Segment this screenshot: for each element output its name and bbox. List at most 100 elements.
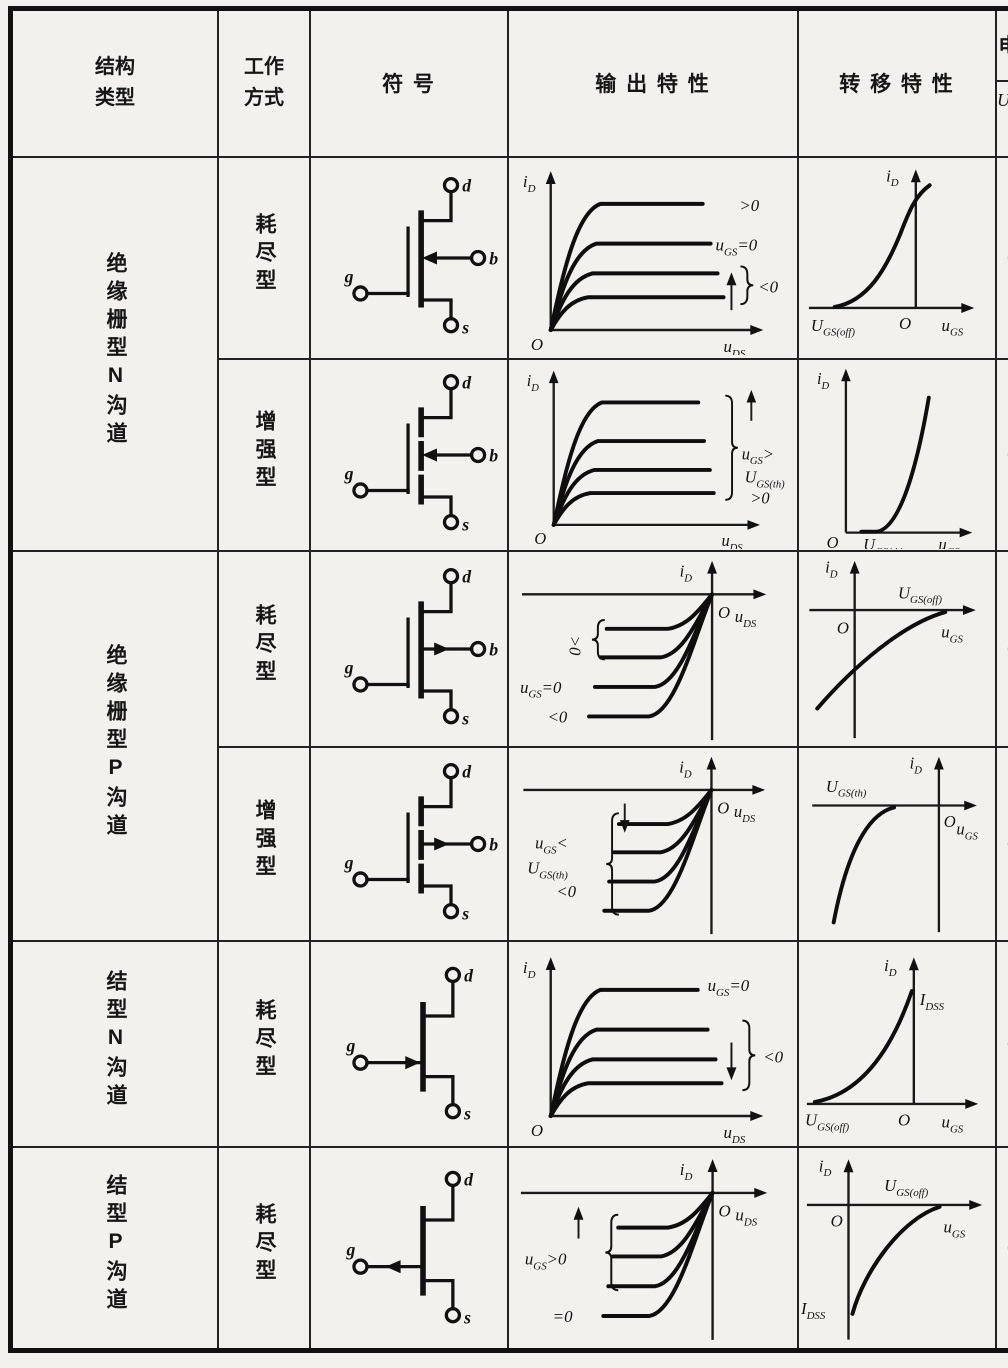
- transfer-chart-cell: iD IDSS UGS(off) O uGS: [798, 941, 996, 1147]
- mode-cell: 增强型: [218, 747, 310, 941]
- curve-label-lt0: <0: [758, 277, 778, 296]
- header-structure: 结构类型: [11, 9, 219, 157]
- x-intercept-label: UGS(th): [863, 534, 904, 548]
- output-chart-cell: iD O uDS >0 uGS=0 <0: [508, 157, 798, 359]
- terminal-b-label: b: [489, 834, 498, 854]
- x-intercept-label: UGS(th): [826, 776, 867, 799]
- origin-label: O: [531, 1120, 543, 1139]
- curve-label-ugs-gt: uGS>: [742, 444, 774, 467]
- pjfet-symbol-icon: d g s: [311, 1148, 507, 1348]
- curve-label-gt0: >0: [750, 488, 769, 507]
- header-symbol: 符 号: [310, 9, 508, 157]
- origin-label: O: [899, 313, 911, 332]
- y-axis-label: iD: [527, 371, 540, 394]
- nmos-depletion-symbol-icon: d g b s: [311, 162, 507, 354]
- structure-cell-j-p: 结型P沟道: [11, 1147, 219, 1351]
- x-axis-label: uGS: [944, 1217, 966, 1240]
- curve-label-ugsth: UGS(th): [745, 467, 786, 490]
- terminal-g-label: g: [345, 1035, 355, 1055]
- terminal-d-label: d: [462, 566, 472, 586]
- terminal-s-label: s: [461, 708, 469, 728]
- x-axis-label: uDS: [734, 802, 756, 825]
- mode-cell: 耗尽型: [218, 941, 310, 1147]
- curve-label-ugs0: uGS=0: [708, 975, 750, 998]
- curve-label-ugs0: uGS=0: [716, 235, 758, 258]
- output-chart-cell: iD O uDS uGS=0 <0: [508, 941, 798, 1147]
- terminal-g-label: g: [344, 852, 354, 872]
- pmos-enhancement-symbol-icon: d g b s: [311, 749, 507, 939]
- origin-label: O: [719, 1201, 731, 1220]
- terminal-s-label: s: [461, 514, 469, 534]
- curve-label-lt0: <0: [557, 882, 577, 901]
- symbol-cell: d g b s: [310, 157, 508, 359]
- terminal-g-label: g: [345, 1239, 355, 1259]
- transfer-chart-nmos-depletion: iD UGS(off) O uGS: [799, 161, 995, 355]
- y-intercept-label: IDSS: [800, 1299, 826, 1322]
- curve-label-ugs0: uGS=0: [520, 677, 562, 700]
- terminal-d-label: d: [464, 1169, 474, 1189]
- symbol-cell: d g b s: [310, 747, 508, 941]
- terminal-s-label: s: [461, 903, 469, 923]
- transfer-chart-cell: iD UGS(off) O uGS: [798, 551, 996, 747]
- symbol-cell: d g b s: [310, 551, 508, 747]
- x-axis-label: uGS: [941, 622, 963, 645]
- terminal-b-label: b: [489, 248, 498, 268]
- y-axis-label: iD: [886, 166, 899, 189]
- scanned-textbook-page: { "table": { "header": { "structure": "结…: [0, 6, 1008, 1368]
- y-axis-label: iD: [884, 956, 897, 979]
- origin-label: O: [898, 1110, 910, 1129]
- structure-cell-ig-p: 绝缘栅型P沟道: [11, 551, 219, 941]
- transfer-chart-cell: iD UGS(th) O uGS: [798, 747, 996, 941]
- x-axis-label: uDS: [724, 336, 746, 354]
- mode-cell: 耗尽型: [218, 1147, 310, 1351]
- x-axis-label: uDS: [735, 606, 757, 629]
- polarity-ugs-cell: (+): [996, 551, 1008, 747]
- transfer-chart-pmos-depletion: iD UGS(off) O uGS: [799, 553, 995, 745]
- origin-label: O: [534, 529, 546, 548]
- x-axis-label: uGS: [942, 315, 964, 338]
- structure-cell-j-n: 结型N沟道: [11, 941, 219, 1147]
- polarity-ugs-cell: (−): [996, 941, 1008, 1147]
- terminal-s-label: s: [461, 317, 469, 337]
- transfer-chart-cell: iD O UGS(th) uGS: [798, 359, 996, 551]
- x-intercept-label: UGS(off): [884, 1176, 929, 1199]
- origin-label: O: [718, 602, 730, 621]
- x-intercept-label: UGS(off): [805, 1110, 850, 1133]
- terminal-s-label: s: [463, 1103, 471, 1123]
- output-chart-cell: iD O uDS uGS> UGS(th) >0: [508, 359, 798, 551]
- mode-cell: 耗尽型: [218, 551, 310, 747]
- curve-label-ugsth: UGS(th): [527, 858, 568, 881]
- output-chart-pjfet: iD O uDS uGS>0 =0: [509, 1148, 797, 1348]
- output-chart-pmos-depletion: iD O uDS >0 uGS=0 <0: [509, 553, 797, 745]
- terminal-g-label: g: [344, 463, 354, 483]
- curve-label-ugs-gt0: uGS>0: [525, 1249, 567, 1272]
- x-axis-label: uGS: [938, 534, 960, 548]
- terminal-s-label: s: [463, 1307, 471, 1327]
- terminal-d-label: d: [462, 372, 472, 392]
- output-chart-cell: iD O uDS uGS>0 =0: [508, 1147, 798, 1351]
- x-axis-label: uGS: [956, 819, 978, 842]
- output-chart-nmos-depletion: iD O uDS >0 uGS=0 <0: [509, 161, 797, 355]
- curve-label-gt0: >0: [565, 635, 584, 655]
- y-axis-label: iD: [523, 957, 536, 980]
- polarity-ugs-cell: (+): [996, 1147, 1008, 1351]
- y-axis-label: iD: [817, 369, 830, 392]
- terminal-g-label: g: [344, 266, 354, 286]
- origin-label: O: [531, 334, 543, 353]
- curve-label-lt0: <0: [548, 707, 568, 726]
- y-axis-label: iD: [680, 1160, 693, 1183]
- origin-label: O: [717, 798, 729, 817]
- y-axis-label: iD: [679, 757, 692, 780]
- y-axis-label: iD: [910, 753, 923, 776]
- polarity-ugs-cell: (+): [996, 359, 1008, 551]
- table-row: 绝缘栅型N沟道 耗尽型 d g b s: [11, 157, 1008, 359]
- output-chart-nmos-enhancement: iD O uDS uGS> UGS(th) >0: [509, 361, 797, 549]
- mode-cell: 耗尽型: [218, 157, 310, 359]
- curve-label-lt0: <0: [763, 1047, 783, 1066]
- y-axis-label: iD: [680, 561, 693, 584]
- y-axis-label: iD: [825, 557, 838, 580]
- header-transfer: 转 移 特 性: [798, 9, 996, 157]
- output-chart-cell: iD O uDS >0 uGS=0 <0: [508, 551, 798, 747]
- transfer-chart-cell: iD O UGS(off) uGS IDSS: [798, 1147, 996, 1351]
- structure-cell-ig-n: 绝缘栅型N沟道: [11, 157, 219, 551]
